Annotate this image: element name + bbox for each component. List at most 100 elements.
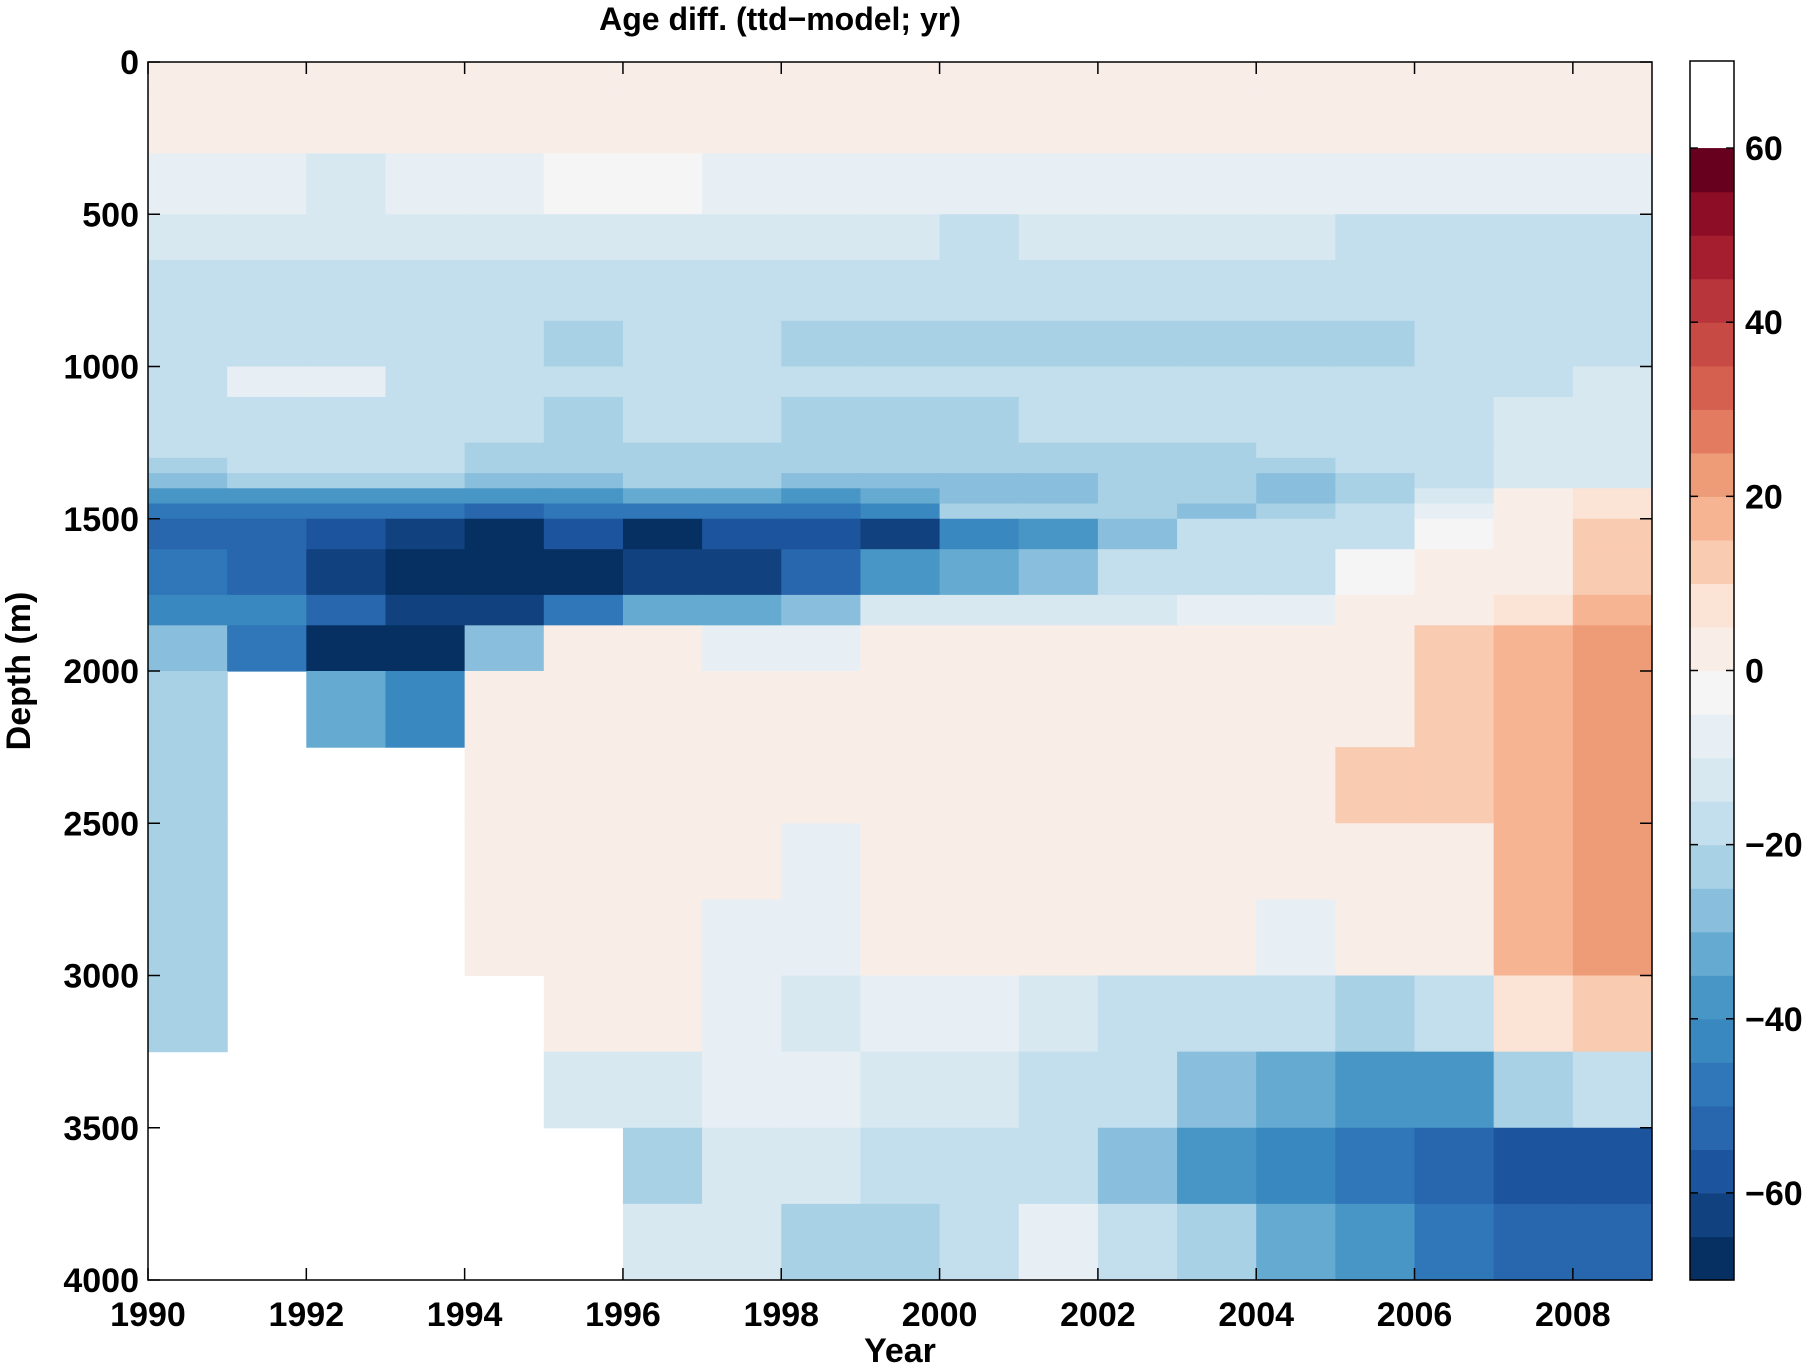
heatmap-cell — [860, 899, 941, 977]
heatmap-cell — [702, 975, 782, 1053]
heatmap-cell — [939, 747, 1020, 824]
heatmap-cell — [1177, 442, 1257, 459]
colorbar-swatch — [1690, 714, 1734, 759]
heatmap-cell — [543, 503, 624, 520]
heatmap-cell — [781, 153, 862, 215]
heatmap-cell — [939, 1203, 1020, 1281]
heatmap-cell — [464, 153, 545, 215]
heatmap-cell — [306, 457, 387, 474]
heatmap-cell — [622, 1051, 703, 1129]
heatmap-cell — [148, 518, 228, 550]
colorbar-swatch — [1690, 1062, 1734, 1107]
heatmap-cell — [939, 1051, 1020, 1129]
heatmap-cell — [1493, 457, 1574, 474]
heatmap-cell — [543, 442, 624, 459]
heatmap-cell — [622, 594, 703, 626]
heatmap-cell — [1335, 1051, 1416, 1129]
colorbar-swatch — [1690, 1236, 1734, 1281]
heatmap-cell — [1414, 442, 1495, 459]
heatmap-cell — [1493, 62, 1574, 94]
heatmap-cell — [1018, 442, 1099, 459]
heatmap-cell — [543, 320, 624, 368]
colorbar-swatch — [1690, 496, 1734, 541]
heatmap-cell — [1256, 671, 1336, 748]
heatmap-cell — [1256, 457, 1336, 474]
x-tick-label: 1998 — [743, 1296, 819, 1334]
y-tick-label: 2000 — [63, 653, 139, 691]
heatmap-cell — [622, 62, 703, 94]
heatmap-cell — [939, 473, 1020, 489]
heatmap-cell — [860, 671, 941, 748]
heatmap-cell — [543, 473, 624, 489]
colorbar-tick-label: −20 — [1745, 827, 1803, 865]
heatmap-cell — [1018, 214, 1099, 261]
heatmap-cell — [1256, 975, 1336, 1053]
heatmap-cell — [622, 671, 703, 748]
heatmap-cell — [860, 92, 941, 154]
heatmap-cell — [1493, 153, 1574, 215]
colorbar-swatch — [1690, 757, 1734, 802]
heatmap-cell — [385, 153, 466, 215]
heatmap-cell — [1256, 442, 1336, 459]
heatmap-cell — [622, 625, 703, 672]
heatmap-cell — [622, 214, 703, 261]
heatmap-cell — [148, 153, 228, 215]
heatmap-cell — [1572, 214, 1653, 261]
heatmap-cell — [860, 259, 941, 322]
heatmap-cell — [1097, 62, 1178, 94]
heatmap-cell — [1177, 62, 1257, 94]
heatmap-cell — [1177, 396, 1257, 444]
heatmap-cell — [148, 823, 228, 900]
heatmap-cell — [939, 975, 1020, 1053]
heatmap-cell — [1335, 62, 1416, 94]
heatmap-cell — [543, 259, 624, 322]
heatmap-cell — [1097, 214, 1178, 261]
heatmap-cell — [543, 1051, 624, 1129]
colorbar-swatch — [1690, 931, 1734, 976]
heatmap-cell — [306, 503, 387, 520]
heatmap-cell — [148, 549, 228, 596]
heatmap-cell — [1572, 62, 1653, 94]
heatmap-cell — [939, 594, 1020, 626]
heatmap-cell — [227, 594, 307, 626]
heatmap-cell — [702, 214, 782, 261]
colorbar-swatch — [1690, 1192, 1734, 1238]
heatmap-cell — [1572, 366, 1653, 398]
heatmap-cell — [1177, 823, 1257, 900]
heatmap-cell — [385, 457, 466, 474]
heatmap-cell — [702, 259, 782, 322]
heatmap-cell — [148, 488, 228, 505]
heatmap-cell — [1177, 1051, 1257, 1129]
heatmap-cell — [227, 473, 307, 489]
heatmap-cell — [939, 671, 1020, 748]
heatmap-cell — [1493, 366, 1574, 398]
x-tick-label: 2008 — [1535, 1296, 1611, 1334]
heatmap-cell — [702, 1127, 782, 1205]
heatmap-cell — [860, 975, 941, 1053]
heatmap-cell — [543, 366, 624, 398]
colorbar-tick-label: −60 — [1745, 1175, 1803, 1213]
heatmap-cell — [464, 549, 545, 596]
heatmap-cell — [464, 457, 545, 474]
heatmap-cell — [148, 62, 228, 94]
heatmap-cell — [781, 457, 862, 474]
heatmap-cell — [1018, 747, 1099, 824]
heatmap-cell — [702, 473, 782, 489]
heatmap-cell — [306, 214, 387, 261]
heatmap-cell — [781, 549, 862, 596]
heatmap-cell — [702, 899, 782, 977]
heatmap-cell — [1414, 518, 1495, 550]
heatmap-cell — [1256, 518, 1336, 550]
heatmap-cell — [1018, 823, 1099, 900]
heatmap-cell — [227, 442, 307, 459]
heatmap-cell — [1335, 153, 1416, 215]
heatmap-cell — [1018, 92, 1099, 154]
heatmap-cell — [1335, 823, 1416, 900]
heatmap-cell — [702, 1203, 782, 1281]
heatmap-cell — [939, 1127, 1020, 1205]
heatmap-cell — [148, 442, 228, 459]
heatmap-cell — [1256, 62, 1336, 94]
heatmap-cell — [1493, 259, 1574, 322]
heatmap-cell — [781, 1127, 862, 1205]
heatmap-cell — [464, 625, 545, 672]
